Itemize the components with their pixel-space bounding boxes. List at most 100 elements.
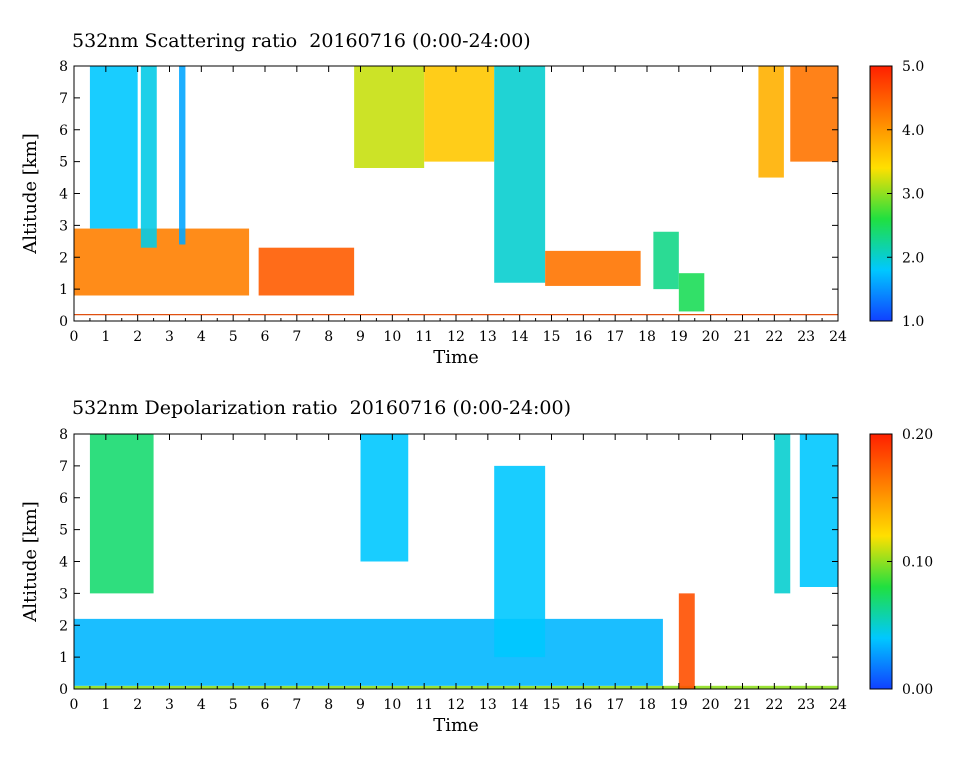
heatmap-feature: [140, 66, 157, 248]
colorbar-tick-label: 1.0: [902, 314, 924, 330]
y-axis-label: Altitude [km]: [20, 501, 41, 623]
x-tick-label: 9: [356, 697, 365, 713]
heatmap-feature: [678, 593, 695, 689]
y-tick-label: 1: [59, 650, 68, 666]
colorbar-tick-label: 0.00: [902, 682, 933, 698]
x-tick-label: 7: [292, 697, 301, 713]
heatmap-feature: [74, 618, 663, 686]
x-tick-label: 16: [574, 697, 592, 713]
x-tick-label: 12: [447, 697, 465, 713]
x-tick-label: 17: [606, 697, 624, 713]
x-tick-label: 6: [261, 697, 270, 713]
colorbar-tick-label: 2.0: [902, 250, 924, 266]
colorbar-tick-label: 0.10: [902, 555, 933, 571]
x-tick-label: 10: [383, 697, 401, 713]
x-tick-label: 22: [765, 697, 783, 713]
x-tick-label: 0: [70, 329, 79, 345]
heatmap-feature: [494, 66, 546, 283]
x-tick-label: 2: [133, 329, 142, 345]
x-tick-label: 19: [670, 697, 688, 713]
chart-title: 532nm Scattering ratio 20160716 (0:00-24…: [72, 30, 531, 52]
x-tick-label: 12: [447, 329, 465, 345]
x-tick-label: 4: [197, 697, 206, 713]
x-tick-label: 3: [165, 329, 174, 345]
x-tick-label: 1: [101, 697, 110, 713]
x-tick-label: 17: [606, 329, 624, 345]
colorbar-tick-label: 4.0: [902, 123, 924, 139]
x-tick-label: 13: [479, 329, 497, 345]
heatmap-feature: [89, 434, 154, 594]
heatmap-feature: [354, 66, 425, 168]
colorbar-tick-label: 0.20: [902, 427, 933, 443]
heatmap-feature: [89, 66, 138, 229]
heatmap-feature: [653, 231, 679, 290]
x-tick-label: 20: [702, 697, 720, 713]
x-tick-label: 15: [543, 697, 561, 713]
x-tick-label: 21: [734, 329, 752, 345]
x-tick-label: 18: [638, 329, 656, 345]
x-tick-label: 11: [415, 697, 433, 713]
y-tick-label: 5: [59, 155, 68, 171]
heatmap-feature: [678, 273, 705, 312]
y-axis-label: Altitude [km]: [20, 133, 41, 255]
x-tick-label: 9: [356, 329, 365, 345]
heatmap-feature: [179, 66, 186, 245]
x-tick-label: 20: [702, 329, 720, 345]
heatmap-feature: [74, 228, 250, 296]
x-tick-label: 0: [70, 697, 79, 713]
x-tick-label: 13: [479, 697, 497, 713]
x-tick-label: 4: [197, 329, 206, 345]
x-tick-label: 2: [133, 697, 142, 713]
x-tick-label: 1: [101, 329, 110, 345]
x-tick-label: 24: [829, 697, 847, 713]
heatmap-feature: [799, 434, 838, 587]
colorbar-tick-label: 5.0: [902, 59, 924, 75]
y-tick-label: 2: [59, 618, 68, 634]
x-tick-label: 24: [829, 329, 847, 345]
y-tick-label: 6: [59, 123, 68, 139]
y-tick-label: 0: [59, 314, 68, 330]
x-tick-label: 14: [511, 329, 529, 345]
x-tick-label: 8: [324, 697, 333, 713]
x-tick-label: 7: [292, 329, 301, 345]
y-tick-label: 8: [59, 59, 68, 75]
x-tick-label: 16: [574, 329, 592, 345]
y-tick-label: 3: [59, 586, 68, 602]
x-tick-label: 23: [797, 697, 815, 713]
y-tick-label: 8: [59, 427, 68, 443]
x-axis-label: Time: [433, 715, 478, 736]
scattering-ratio-chart: 0 1 2 3 4 5 6 7 8 9 10 11 12 13 14 15 16 17 18 19 20 21 22 23 24…: [20, 59, 924, 368]
y-tick-label: 6: [59, 491, 68, 507]
heatmap-feature: [494, 465, 546, 658]
y-tick-label: 4: [59, 555, 68, 571]
x-tick-label: 14: [511, 697, 529, 713]
x-tick-label: 21: [734, 697, 752, 713]
heatmap-feature: [424, 66, 495, 162]
x-tick-label: 15: [543, 329, 561, 345]
heatmap-feature: [258, 247, 355, 296]
x-tick-label: 18: [638, 697, 656, 713]
x-axis-label: Time: [433, 347, 478, 368]
x-tick-label: 6: [261, 329, 270, 345]
y-tick-label: 2: [59, 250, 68, 266]
y-tick-label: 7: [59, 459, 68, 475]
x-tick-label: 10: [383, 329, 401, 345]
heatmap-feature: [790, 66, 838, 162]
heatmap-feature: [758, 66, 784, 178]
depolarization-ratio-panel: 532nm Depolarization ratio 20160716 (0:0…: [0, 385, 960, 770]
chart-title: 532nm Depolarization ratio 20160716 (0:0…: [72, 397, 572, 419]
heatmap-feature: [545, 250, 641, 286]
heatmap-feature: [774, 434, 791, 594]
y-tick-label: 0: [59, 682, 68, 698]
depolarization-ratio-chart: 0 1 2 3 4 5 6 7 8 9 10 11 12 13 14 15 16 17 18 19 20 21 22 23 24…: [20, 427, 933, 736]
y-tick-label: 1: [59, 282, 68, 298]
y-tick-label: 5: [59, 523, 68, 539]
x-tick-label: 5: [229, 697, 238, 713]
x-tick-label: 22: [765, 329, 783, 345]
x-tick-label: 19: [670, 329, 688, 345]
x-tick-label: 23: [797, 329, 815, 345]
x-tick-label: 3: [165, 697, 174, 713]
colorbar-tick-label: 3.0: [902, 187, 924, 203]
heatmap-feature: [360, 434, 409, 562]
x-tick-label: 11: [415, 329, 433, 345]
